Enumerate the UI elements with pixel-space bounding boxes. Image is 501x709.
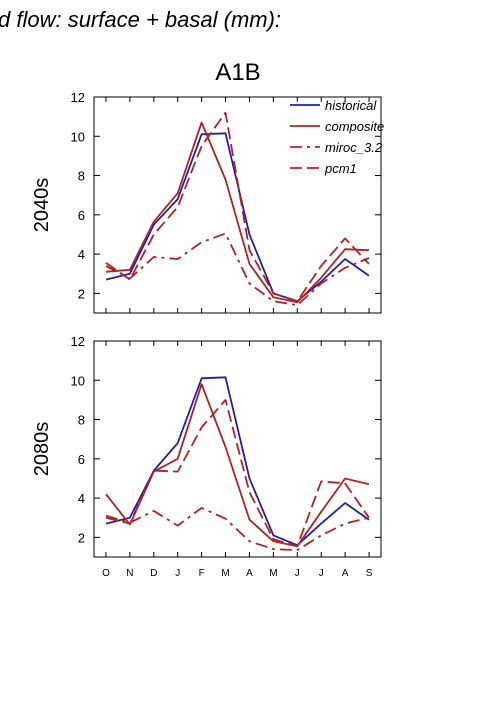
series-line-historical <box>105 376 370 547</box>
y-tick-label: 2 <box>78 286 85 301</box>
x-tick-label: M <box>221 568 229 579</box>
x-tick-label: J <box>175 568 180 579</box>
y-tick-label: 8 <box>78 169 85 184</box>
panel-2080s: 2080s 2 4 6 8 10 12 O N D J F M A M J J A S <box>31 334 382 579</box>
series-line-miroc-3-2 <box>105 506 370 551</box>
legend-label: pcm1 <box>324 161 357 176</box>
y-tick-label: 6 <box>78 452 85 467</box>
series-line-historical <box>105 132 370 303</box>
series-line-miroc-3-2 <box>105 232 370 307</box>
panel-label: 2080s <box>31 422 53 477</box>
legend-label: historical <box>325 98 377 113</box>
y-tick-label: 10 <box>71 129 85 144</box>
x-tick-label: N <box>126 568 133 579</box>
figure-header: d flow: surface + basal (mm): <box>0 7 281 32</box>
x-tick-label: F <box>199 568 205 579</box>
y-tick-label: 8 <box>78 413 85 428</box>
plot-frame <box>93 340 382 558</box>
x-tick-label: O <box>102 568 110 579</box>
y-tick-label: 10 <box>71 373 85 388</box>
legend-label: composite <box>325 119 384 134</box>
y-tick-label: 12 <box>71 90 85 105</box>
x-tick-label: A <box>246 568 253 579</box>
x-tick-label: J <box>319 568 324 579</box>
y-tick-label: 12 <box>71 334 85 349</box>
plot-frame <box>93 96 382 314</box>
x-tick-label: S <box>366 568 373 579</box>
panel-2040s: 2040s 2 4 6 8 10 12 historical composite miroc_3.… <box>31 90 384 314</box>
x-tick-label: D <box>150 568 157 579</box>
figure-title: A1B <box>215 59 260 86</box>
x-tick-label: M <box>269 568 277 579</box>
series-line-pcm1 <box>105 111 370 303</box>
y-tick-label: 2 <box>78 530 85 545</box>
y-tick-label: 4 <box>78 247 85 262</box>
panel-label: 2040s <box>31 178 53 233</box>
series-line-composite <box>105 383 370 548</box>
y-tick-label: 4 <box>78 491 85 506</box>
legend-label: miroc_3.2 <box>325 140 383 155</box>
x-tick-label: J <box>295 568 300 579</box>
series-line-composite <box>105 121 370 304</box>
y-tick-label: 6 <box>78 208 85 223</box>
series-line-pcm1 <box>105 398 370 548</box>
x-tick-label: A <box>342 568 349 579</box>
